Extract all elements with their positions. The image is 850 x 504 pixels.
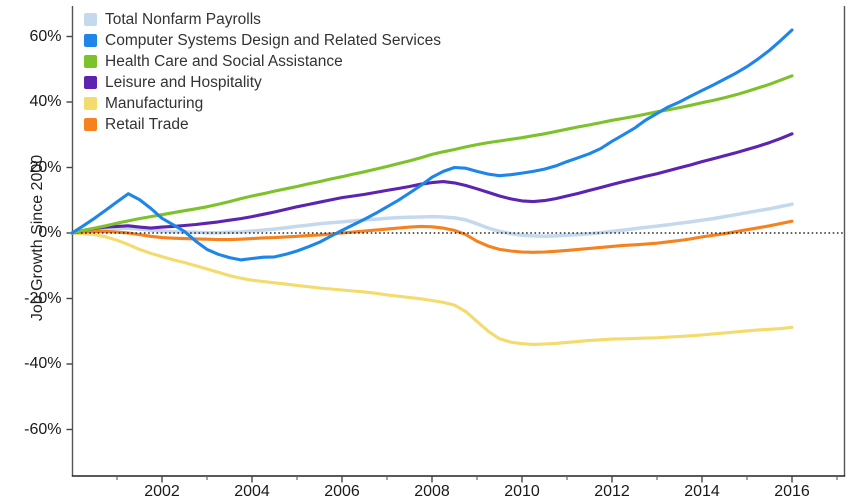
legend-item: Total Nonfarm Payrolls [84,9,441,30]
x-tick-label: 2006 [324,483,360,500]
legend-swatch [84,13,97,26]
legend-swatch [84,55,97,68]
x-tick-label: 2002 [144,483,180,500]
series-line-computer-systems-design-and-related-services [70,28,794,262]
legend-swatch [84,76,97,89]
x-tick-label: 2008 [414,483,450,500]
legend-label: Leisure and Hospitality [105,74,262,91]
legend-swatch [84,34,97,47]
y-tick-label: 40% [29,93,62,110]
x-tick-label: 2014 [684,483,720,500]
legend-swatch [84,118,97,131]
legend-label: Total Nonfarm Payrolls [105,11,261,28]
series-line-manufacturing [70,231,794,346]
y-tick-label: 60% [29,27,62,45]
y-tick-label: -20% [24,289,62,307]
legend-item: Leisure and Hospitality [84,72,441,93]
legend-item: Computer Systems Design and Related Serv… [84,30,441,51]
y-tick-label: -40% [24,355,62,372]
y-tick-label: 20% [29,158,62,176]
x-tick-label: 2012 [594,483,630,500]
x-tick-label: 2016 [774,483,810,500]
legend-label: Manufacturing [105,95,204,112]
series-line-leisure-and-hospitality [70,132,794,235]
legend-label: Retail Trade [105,116,189,133]
x-tick-label: 2004 [234,483,270,500]
series-line-health-care-and-social-assistance [70,74,794,235]
legend-swatch [84,97,97,110]
series-line-total-nonfarm-payrolls [70,202,794,239]
x-tick-label: 2010 [504,483,540,500]
legend-label: Computer Systems Design and Related Serv… [105,32,441,49]
legend-label: Health Care and Social Assistance [105,53,343,70]
y-tick-label: -60% [24,420,62,438]
legend-item: Health Care and Social Assistance [84,51,441,72]
legend: Total Nonfarm Payrolls Computer Systems … [84,9,441,135]
legend-item: Manufacturing [84,93,441,114]
legend-item: Retail Trade [84,114,441,135]
y-tick-label: 0% [38,224,62,241]
